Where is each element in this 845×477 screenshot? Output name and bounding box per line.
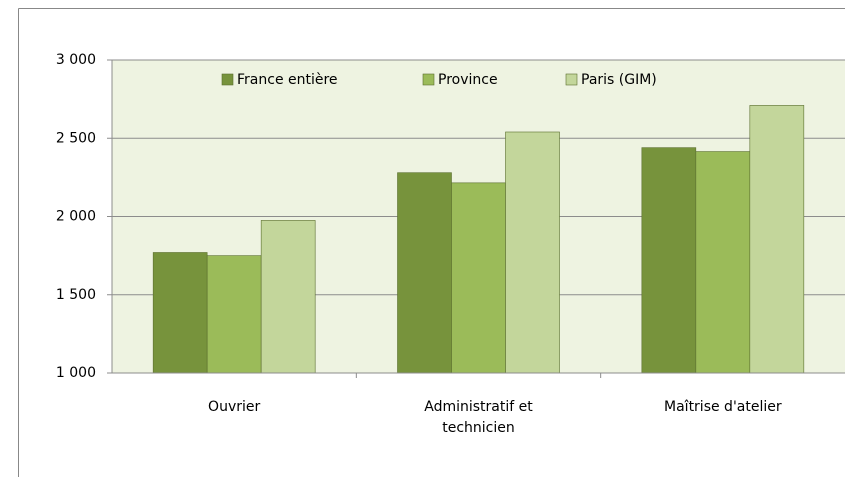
- legend-swatch: [565, 73, 578, 86]
- legend-swatch: [422, 73, 435, 86]
- legend-swatch: [221, 73, 234, 86]
- y-tick-label: 3 000: [56, 52, 96, 68]
- bar: [206, 255, 262, 374]
- y-tick-label: 1 500: [56, 287, 96, 303]
- legend-label: Province: [438, 72, 498, 88]
- x-tick-label: Ouvrier: [208, 399, 261, 415]
- bar: [260, 220, 316, 374]
- bar: [451, 182, 506, 374]
- bar: [505, 131, 560, 374]
- bar: [695, 151, 751, 374]
- y-tick-label: 2 000: [56, 209, 96, 225]
- legend-label: Paris (GIM): [581, 72, 657, 88]
- y-tick-label: 2 500: [56, 130, 96, 146]
- bar: [749, 105, 805, 374]
- legend-label: France entière: [237, 72, 338, 88]
- bar: [641, 147, 697, 374]
- x-tick-label: Administratif et technicien: [424, 399, 533, 436]
- y-tick-label: 1 000: [56, 365, 96, 381]
- bar: [152, 252, 208, 374]
- x-tick-label: Maîtrise d'atelier: [664, 399, 782, 415]
- bar: [397, 172, 452, 374]
